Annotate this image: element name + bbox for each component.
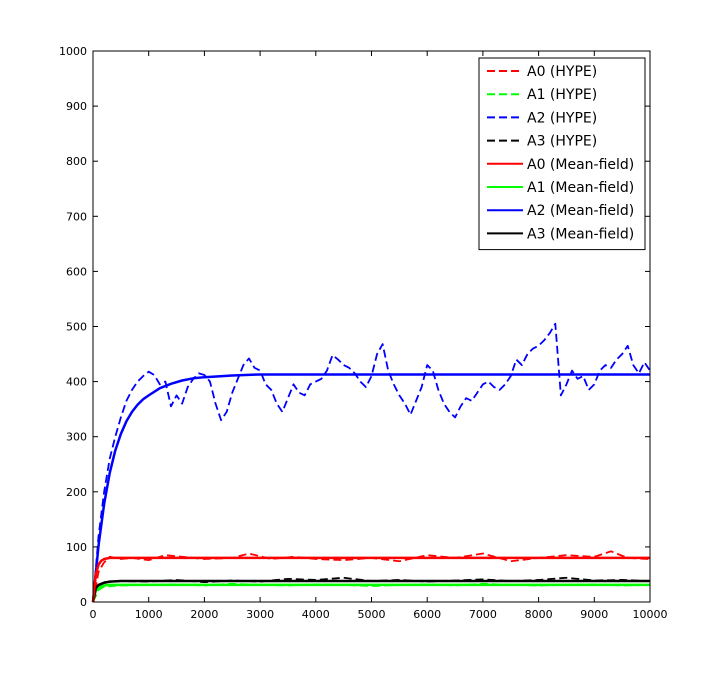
legend-label: A1 (Mean-field) [527, 180, 634, 196]
x-tick-label: 1000 [135, 608, 163, 621]
x-tick-label: 10000 [633, 608, 668, 621]
x-tick-label: 4000 [302, 608, 330, 621]
y-tick-label: 1000 [59, 45, 87, 58]
series-line-a0-mean-field [91, 556, 650, 603]
legend-box [478, 57, 646, 251]
legend-label: A2 (Mean-field) [527, 203, 634, 219]
x-tick-label: 3000 [246, 608, 274, 621]
legend-label: A0 (Mean-field) [527, 157, 634, 173]
x-tick-label: 9000 [580, 608, 608, 621]
y-tick-label: 200 [66, 486, 87, 499]
y-tick-label: 500 [66, 321, 87, 334]
series-line-a3-mean-field [91, 579, 650, 603]
x-tick-label: 7000 [469, 608, 497, 621]
legend-label: A0 (HYPE) [527, 64, 597, 80]
legend: A0 (HYPE) A1 (HYPE) A2 (HYPE) A3 (HYPE) A0 (… [478, 57, 646, 251]
x-tick-labels: 0 1000 2000 3000 4000 5000 6000 7000 8000 9000 100… [90, 608, 668, 621]
legend-label: A3 (Mean-field) [527, 226, 634, 242]
y-tick-label: 100 [66, 541, 87, 554]
y-tick-labels: 0 100 200 300 400 500 600 700 800 900 1000 [59, 45, 87, 609]
legend-label: A1 (HYPE) [527, 87, 597, 103]
y-tick-label: 600 [66, 265, 87, 278]
series-line-a2-mean-field [91, 373, 650, 603]
y-tick-label: 700 [66, 210, 87, 223]
y-tick-label: 900 [66, 100, 87, 113]
y-tick-label: 800 [66, 155, 87, 168]
y-tick-label: 300 [66, 431, 87, 444]
x-tick-label: 5000 [358, 608, 386, 621]
legend-label: A2 (HYPE) [527, 110, 597, 126]
x-tick-label: 8000 [525, 608, 553, 621]
x-tick-label: 0 [90, 608, 97, 621]
series-line-a3-hype [92, 576, 651, 603]
y-tick-label: 0 [80, 596, 87, 609]
x-tick-label: 6000 [413, 608, 441, 621]
x-tick-label: 2000 [190, 608, 218, 621]
legend-label: A3 (HYPE) [527, 134, 597, 150]
y-tick-label: 400 [66, 376, 87, 389]
ticks-layer [92, 50, 651, 603]
series-line-a2-hype [92, 322, 651, 603]
series-layer [91, 322, 651, 603]
